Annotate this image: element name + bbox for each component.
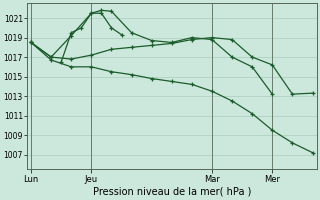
- X-axis label: Pression niveau de la mer( hPa ): Pression niveau de la mer( hPa ): [92, 187, 251, 197]
